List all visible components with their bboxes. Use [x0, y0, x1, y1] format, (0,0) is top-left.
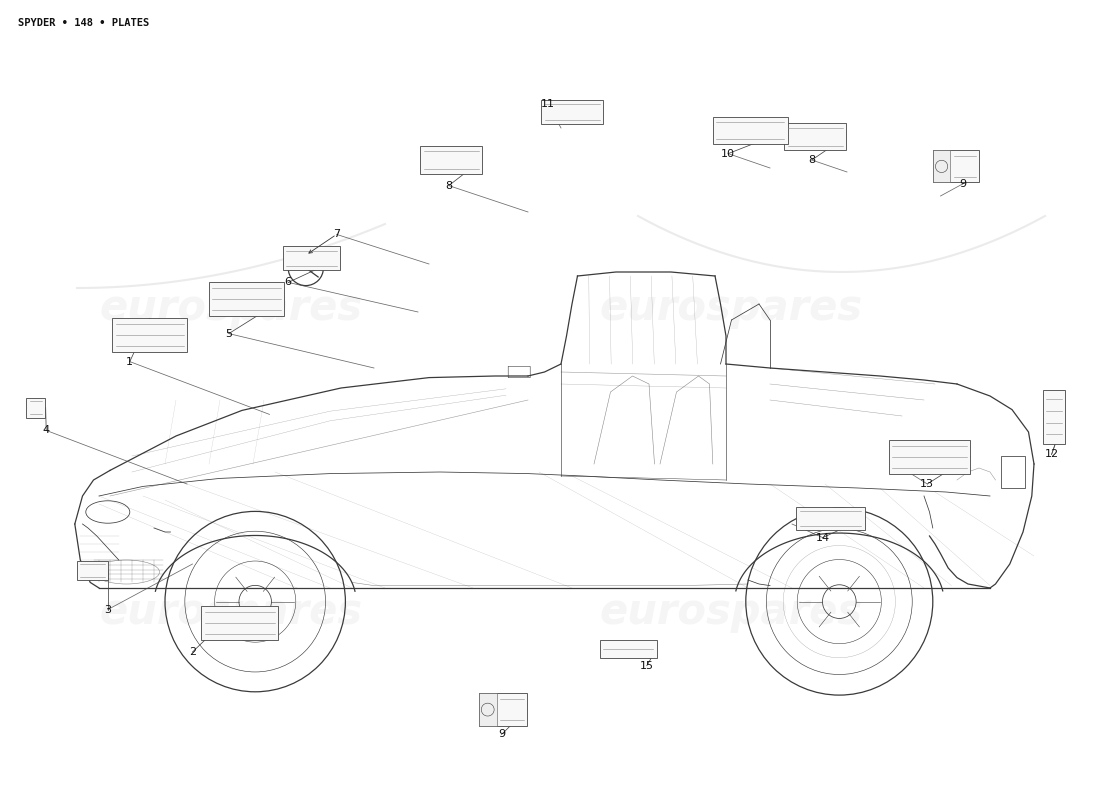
FancyBboxPatch shape [796, 507, 865, 530]
FancyBboxPatch shape [784, 123, 846, 150]
Text: SPYDER • 148 • PLATES: SPYDER • 148 • PLATES [18, 18, 150, 28]
FancyBboxPatch shape [420, 146, 482, 174]
Text: eurospares: eurospares [99, 287, 363, 329]
Text: 14: 14 [816, 533, 829, 542]
FancyBboxPatch shape [478, 693, 527, 726]
Text: 11: 11 [541, 99, 554, 109]
Text: eurospares: eurospares [600, 591, 864, 633]
FancyBboxPatch shape [933, 150, 950, 182]
Text: 7: 7 [333, 230, 340, 239]
Text: 9: 9 [959, 179, 966, 189]
FancyBboxPatch shape [933, 150, 979, 182]
Text: 1: 1 [126, 357, 133, 366]
FancyBboxPatch shape [26, 398, 45, 418]
Text: 5: 5 [226, 329, 232, 338]
Text: 2: 2 [189, 647, 196, 657]
FancyBboxPatch shape [209, 282, 284, 316]
FancyBboxPatch shape [713, 117, 788, 144]
Text: 12: 12 [1045, 450, 1058, 459]
Text: 15: 15 [640, 661, 653, 670]
FancyBboxPatch shape [77, 561, 108, 580]
FancyBboxPatch shape [1043, 390, 1065, 444]
FancyBboxPatch shape [112, 318, 187, 352]
Text: 9: 9 [498, 730, 505, 739]
FancyBboxPatch shape [478, 693, 497, 726]
Text: 8: 8 [446, 181, 452, 190]
Text: eurospares: eurospares [600, 287, 864, 329]
FancyBboxPatch shape [889, 440, 970, 474]
FancyBboxPatch shape [600, 640, 657, 658]
FancyBboxPatch shape [201, 606, 278, 640]
Text: 4: 4 [43, 426, 50, 435]
FancyBboxPatch shape [541, 100, 603, 124]
FancyBboxPatch shape [283, 246, 340, 270]
Text: 13: 13 [921, 479, 934, 489]
Text: 8: 8 [808, 155, 815, 165]
Text: eurospares: eurospares [99, 591, 363, 633]
Text: 3: 3 [104, 605, 111, 614]
Text: 10: 10 [722, 149, 735, 158]
Text: 6: 6 [285, 278, 292, 287]
